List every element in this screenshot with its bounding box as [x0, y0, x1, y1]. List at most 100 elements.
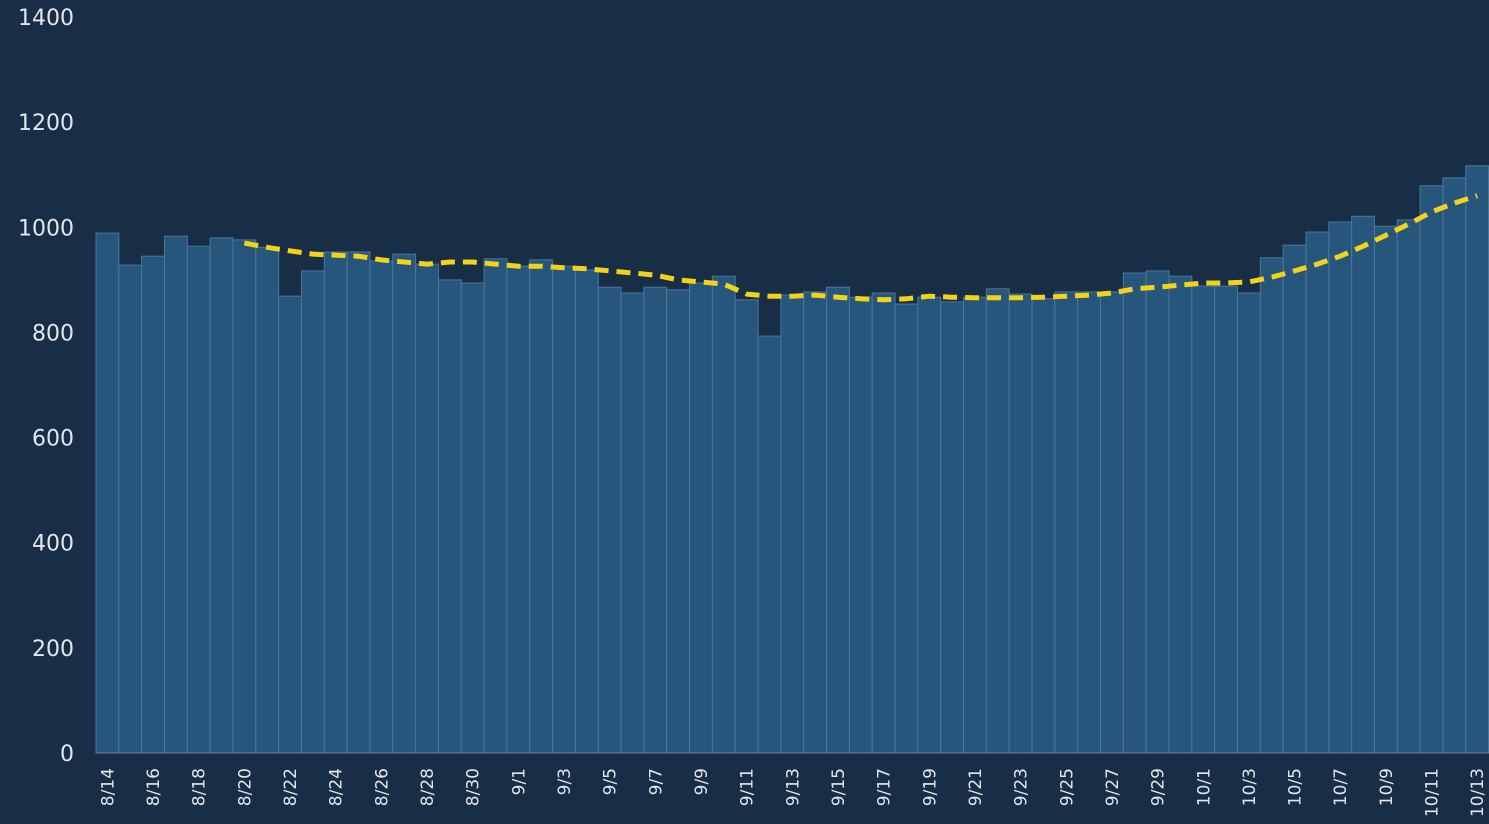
bar [574, 269, 599, 754]
bar [300, 270, 325, 754]
bar [1442, 177, 1467, 754]
bar [1145, 270, 1170, 754]
bar [118, 264, 143, 754]
x-tick-label: 9/17 [875, 768, 895, 806]
bar [848, 296, 873, 754]
bar [483, 258, 508, 754]
x-tick-label: 9/1 [509, 768, 529, 795]
y-tick-label: 1200 [18, 111, 74, 136]
x-tick-label: 9/9 [692, 768, 712, 795]
bar [871, 292, 896, 754]
bar [1396, 219, 1421, 754]
x-tick-label: 10/7 [1331, 768, 1351, 806]
bar [1054, 291, 1079, 754]
bar [186, 245, 211, 754]
bar [1328, 221, 1353, 754]
bar [734, 299, 759, 754]
bar [1419, 185, 1444, 754]
x-tick-label: 9/5 [601, 768, 621, 795]
bar [711, 275, 736, 754]
bar [1214, 285, 1239, 754]
bar [757, 335, 782, 754]
bar [1237, 292, 1261, 754]
bar [506, 265, 531, 754]
x-tick-label: 10/1 [1194, 768, 1214, 806]
x-tick-label: 10/5 [1286, 768, 1306, 806]
x-tick-label: 9/3 [555, 768, 575, 795]
bar [1465, 165, 1489, 754]
bar [1100, 291, 1124, 754]
bar [917, 296, 942, 754]
bar [1373, 225, 1398, 754]
moving-average-line [243, 193, 1478, 303]
x-tick-label: 9/7 [646, 768, 666, 795]
bar [552, 265, 576, 754]
bar [1168, 275, 1193, 754]
bar [278, 295, 302, 754]
x-tick-label: 9/29 [1149, 768, 1169, 806]
y-tick-label: 1000 [18, 216, 74, 241]
bar [963, 296, 987, 754]
bar [1259, 257, 1284, 754]
bar [346, 251, 371, 754]
bar [1031, 298, 1056, 754]
bar [323, 251, 348, 754]
x-tick-label: 10/11 [1423, 768, 1443, 817]
bar [209, 237, 234, 754]
bar [392, 253, 417, 754]
x-tick-label: 9/15 [829, 768, 849, 806]
bar [940, 301, 965, 754]
bar [163, 235, 188, 754]
bar [1191, 285, 1216, 754]
x-tick-label: 8/20 [235, 768, 255, 806]
bar [780, 294, 805, 754]
x-tick-label: 8/28 [418, 768, 438, 806]
x-tick-label: 10/9 [1377, 768, 1397, 806]
bar [437, 279, 462, 754]
bar [95, 232, 120, 754]
bar [689, 282, 713, 754]
x-tick-label: 10/3 [1240, 768, 1260, 806]
x-tick-label: 8/18 [190, 768, 210, 806]
x-tick-label: 9/27 [1103, 768, 1123, 806]
x-tick-label: 8/26 [372, 768, 392, 806]
bar [985, 288, 1010, 754]
x-tick-label: 8/14 [98, 768, 118, 806]
bar [1008, 293, 1033, 754]
y-tick-label: 0 [60, 742, 74, 767]
bar [643, 286, 668, 754]
x-tick-label: 9/19 [920, 768, 940, 806]
bar [1305, 231, 1330, 754]
y-tick-label: 1400 [18, 6, 74, 31]
y-tick-label: 200 [32, 637, 74, 662]
bar [1077, 291, 1102, 754]
y-tick-label: 600 [32, 427, 74, 452]
bar [415, 263, 439, 754]
x-tick-label: 9/11 [738, 768, 758, 806]
bar [529, 259, 554, 754]
bar [803, 291, 828, 754]
bar [255, 246, 280, 754]
bar [597, 286, 622, 754]
bar [894, 303, 919, 754]
bar [369, 260, 394, 754]
bar [1122, 272, 1147, 754]
bar [1351, 215, 1375, 754]
y-tick-label: 800 [32, 321, 74, 346]
bar [620, 292, 645, 754]
bar [141, 255, 165, 754]
y-tick-label: 400 [32, 532, 74, 557]
bar [460, 282, 485, 754]
x-tick-label: 8/24 [327, 768, 347, 806]
x-tick-label: 8/16 [144, 768, 164, 806]
x-tick-label: 8/30 [464, 768, 484, 806]
x-tick-label: 9/21 [966, 768, 986, 806]
bar [666, 289, 691, 754]
x-tick-label: 9/13 [783, 768, 803, 806]
bar [232, 239, 257, 754]
x-tick-label: 10/13 [1468, 768, 1488, 817]
x-tick-label: 9/25 [1057, 768, 1077, 806]
bar [826, 286, 850, 754]
